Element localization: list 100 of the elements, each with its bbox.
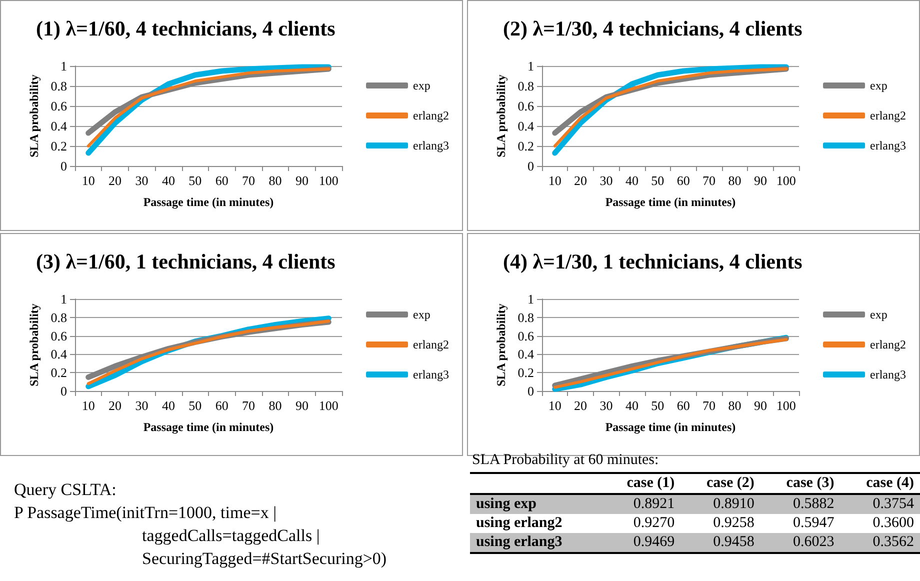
data-label: 0.9469 bbox=[600, 533, 681, 553]
x-tick-label: 60 bbox=[676, 173, 690, 188]
x-tick-label: 10 bbox=[548, 173, 562, 188]
x-tick-label: 30 bbox=[600, 398, 613, 413]
chart-title: SLA Probability at 60 minutes: bbox=[472, 452, 660, 469]
y-tick-label: 0.6 bbox=[50, 328, 68, 344]
legend-label: erlang2 bbox=[413, 338, 449, 352]
data-label: 0.3600 bbox=[872, 514, 915, 533]
text: SecuringTagged=#StartSecuring>0) bbox=[141, 548, 388, 570]
legend-label: erlang2 bbox=[870, 338, 906, 352]
x-axis-title: Passage time (in minutes) bbox=[605, 195, 736, 209]
x-tick-label: 40 bbox=[162, 398, 175, 413]
x-tick-label: 20 bbox=[108, 173, 122, 188]
x-tick-label: 60 bbox=[676, 398, 690, 413]
legend-label: erlang2 bbox=[870, 108, 906, 122]
x-tick-label: 90 bbox=[754, 173, 767, 188]
y-tick-label: using erlang3 bbox=[470, 533, 601, 553]
x-tick-label: 10 bbox=[82, 173, 95, 188]
x-tick-label: 70 bbox=[242, 398, 256, 413]
y-tick-label: 0.2 bbox=[50, 365, 67, 380]
x-tick-label: 100 bbox=[318, 173, 338, 188]
y-tick-label: 0.2 bbox=[518, 365, 534, 380]
chart-title: (2) λ=1/30, 4 technicians, 4 clients bbox=[503, 16, 802, 40]
data-label: 0.3754 bbox=[840, 494, 920, 514]
x-axis-title: Passage time (in minutes) bbox=[143, 195, 274, 209]
x-tick-label: case (4) bbox=[865, 474, 915, 493]
x-tick-label: 70 bbox=[702, 398, 716, 413]
y-axis-title: SLA probability bbox=[494, 74, 508, 158]
y-tick-label: 0.6 bbox=[518, 328, 534, 344]
legend-label: exp bbox=[870, 308, 888, 322]
y-tick-label: 1 bbox=[528, 58, 534, 74]
x-tick-label: 90 bbox=[754, 398, 767, 413]
x-tick-label: 80 bbox=[268, 398, 282, 413]
y-tick-label: 0 bbox=[528, 384, 534, 398]
data-label: 0.6023 bbox=[760, 533, 840, 553]
y-tick-label: 0.6 bbox=[518, 98, 534, 114]
x-tick-label: 40 bbox=[625, 398, 638, 413]
y-tick-label: 0.4 bbox=[50, 346, 68, 362]
x-tick-label: 50 bbox=[651, 173, 664, 188]
y-tick-label: 1 bbox=[60, 292, 67, 306]
x-tick-label: 50 bbox=[188, 398, 202, 413]
x-tick-label: 100 bbox=[318, 398, 338, 413]
data-label: 0.9258 bbox=[712, 514, 756, 533]
text: taggedCalls=taggedCalls | bbox=[141, 525, 321, 547]
y-tick-label: 0.8 bbox=[518, 310, 534, 325]
x-axis-title: Passage time (in minutes) bbox=[143, 420, 274, 434]
x-tick-label: 70 bbox=[702, 173, 716, 188]
x-tick-label: 100 bbox=[776, 173, 796, 188]
x-tick-label: case (1) bbox=[626, 474, 676, 493]
x-tick-label: 60 bbox=[215, 398, 228, 413]
y-tick-label: 0 bbox=[60, 158, 67, 174]
data-label: 0.8910 bbox=[680, 494, 760, 514]
data-label: 0.8921 bbox=[600, 494, 681, 514]
y-tick-label: 0.8 bbox=[518, 78, 534, 94]
x-tick-label: 50 bbox=[188, 173, 202, 188]
x-tick-label: 30 bbox=[135, 173, 148, 188]
legend-label: erlang3 bbox=[413, 138, 449, 152]
y-tick-label: 0.2 bbox=[50, 138, 67, 154]
legend-label: erlang3 bbox=[870, 138, 906, 152]
data-label: 0.9270 bbox=[632, 514, 676, 533]
y-tick-label: using exp bbox=[470, 494, 601, 514]
y-tick-label: 0.2 bbox=[518, 138, 534, 154]
x-tick-label: 20 bbox=[574, 398, 588, 413]
y-tick-label: 0.8 bbox=[50, 310, 67, 325]
x-axis-title: Passage time (in minutes) bbox=[605, 420, 736, 434]
legend-label: exp bbox=[870, 78, 888, 92]
x-tick-label: 60 bbox=[215, 173, 228, 188]
y-tick-label: 1 bbox=[528, 292, 534, 306]
text: P PassageTime(initTrn=1000, time=x | bbox=[14, 502, 278, 524]
legend-label: erlang3 bbox=[870, 368, 906, 382]
y-tick-label: 0 bbox=[60, 384, 67, 398]
legend-label: erlang2 bbox=[413, 108, 449, 122]
chart-title: (3) λ=1/60, 1 technicians, 4 clients bbox=[36, 250, 336, 274]
chart-title: (4) λ=1/30, 1 technicians, 4 clients bbox=[503, 250, 802, 274]
x-tick-label: 90 bbox=[295, 173, 308, 188]
x-tick-label: 90 bbox=[295, 398, 308, 413]
x-tick-label: 20 bbox=[108, 398, 122, 413]
y-tick-label: 0.4 bbox=[50, 118, 68, 134]
y-tick-label: using erlang2 bbox=[475, 514, 564, 533]
x-tick-label: 10 bbox=[82, 398, 95, 413]
y-axis-title: SLA probability bbox=[26, 74, 41, 158]
data-label: 0.9458 bbox=[680, 533, 760, 553]
x-tick-label: 30 bbox=[135, 398, 148, 413]
legend-label: exp bbox=[413, 308, 430, 322]
x-tick-label: case (2) bbox=[706, 474, 756, 493]
data-label: 0.5947 bbox=[792, 514, 836, 533]
x-tick-label: 50 bbox=[651, 398, 664, 413]
x-tick-label: 20 bbox=[574, 173, 588, 188]
chart-title: (1) λ=1/60, 4 technicians, 4 clients bbox=[36, 16, 336, 40]
y-axis-title: SLA probability bbox=[26, 304, 41, 386]
data-label: 0.5882 bbox=[760, 494, 840, 514]
y-tick-label: 0.4 bbox=[518, 346, 534, 362]
x-tick-label: 100 bbox=[776, 398, 796, 413]
y-tick-label: 0.4 bbox=[518, 118, 534, 134]
y-tick-label: 0 bbox=[528, 158, 534, 174]
x-tick-label: case (3) bbox=[785, 474, 836, 493]
legend-label: exp bbox=[413, 78, 430, 92]
x-tick-label: 40 bbox=[162, 173, 175, 188]
x-tick-label: 80 bbox=[728, 173, 742, 188]
y-tick-label: 0.8 bbox=[50, 78, 67, 94]
